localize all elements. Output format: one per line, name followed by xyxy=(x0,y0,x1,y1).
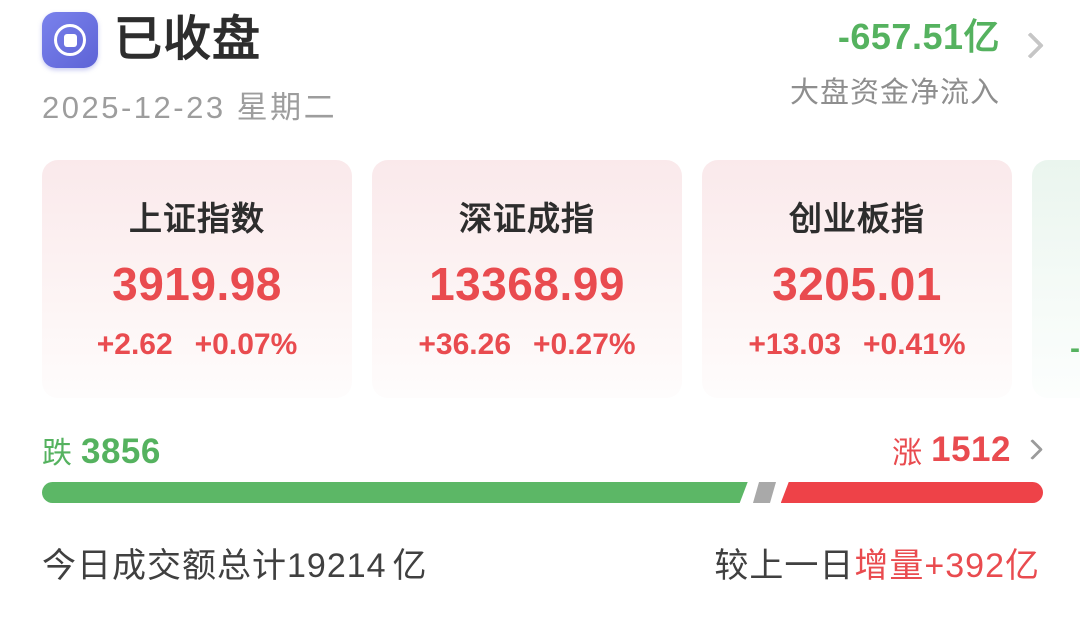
index-change: +2.62 xyxy=(96,328,173,361)
index-change: +13.03 xyxy=(748,328,841,361)
breadth-bar-up xyxy=(780,482,1043,503)
index-name: 上证指数 xyxy=(129,200,265,237)
trade-date: 2025-12-23 星期二 xyxy=(42,90,338,125)
index-card-chinext[interactable]: 创业板指 3205.01 +13.03 +0.41% xyxy=(702,160,1012,398)
market-status-coin-icon xyxy=(42,12,98,68)
advancers-label: 涨 xyxy=(892,437,923,470)
turnover-today-value: 19214 xyxy=(287,547,387,585)
decliners-group: 跌 3856 xyxy=(42,428,161,472)
index-change-row: +2.62 +0.07% xyxy=(42,328,352,362)
index-name: 创业板指 xyxy=(789,200,925,237)
index-change-fragment: - xyxy=(1070,332,1080,365)
net-inflow-label: 大盘资金净流入 xyxy=(789,77,1000,109)
coin-ring xyxy=(54,24,86,56)
chevron-right-icon[interactable] xyxy=(1021,438,1044,460)
breadth-bar-down xyxy=(42,482,748,503)
turnover-today-prefix: 今日成交额总计 xyxy=(42,547,287,585)
index-value: 13368.99 xyxy=(429,258,625,310)
index-card-shanghai[interactable]: 上证指数 3919.98 +2.62 +0.07% xyxy=(42,160,352,398)
breadth-bar xyxy=(42,482,1043,503)
index-change: +36.26 xyxy=(418,328,511,361)
index-change-pct: +0.41% xyxy=(863,328,966,361)
net-inflow-value: -657.51亿 xyxy=(837,16,1000,57)
index-change-pct: +0.27% xyxy=(533,328,636,361)
decliners-label: 跌 xyxy=(42,437,72,470)
turnover-compare-prefix: 较上一日 xyxy=(714,547,855,585)
header: 已收盘 xyxy=(42,12,261,68)
index-card-partial[interactable]: - xyxy=(1032,160,1080,398)
index-value: 3919.98 xyxy=(112,258,282,310)
market-status-title: 已收盘 xyxy=(114,13,262,66)
index-change-pct: +0.07% xyxy=(194,328,298,361)
turnover-today-unit: 亿 xyxy=(392,547,428,585)
net-inflow-link[interactable]: -657.51亿 大盘资金净流入 xyxy=(790,8,1000,111)
index-card-shenzhen[interactable]: 深证成指 13368.99 +36.26 +0.27% xyxy=(372,160,682,398)
turnover-compare: 较上一日增量+392亿 xyxy=(714,538,1040,587)
index-cards-row: 上证指数 3919.98 +2.62 +0.07% 深证成指 13368.99 … xyxy=(42,160,1080,398)
turnover-compare-highlight: 增量+392亿 xyxy=(854,547,1040,585)
index-change-row: +13.03 +0.41% xyxy=(702,328,1012,362)
turnover-today: 今日成交额总计19214 亿 xyxy=(42,538,428,587)
advancers-count: 1512 xyxy=(931,430,1011,469)
chevron-right-icon[interactable] xyxy=(1017,32,1044,59)
index-value: 3205.01 xyxy=(772,258,942,310)
breadth-bar-flat xyxy=(752,482,776,503)
decliners-count: 3856 xyxy=(81,432,161,471)
coin-square xyxy=(63,33,77,47)
index-name: 深证成指 xyxy=(459,200,595,237)
index-change-row: +36.26 +0.27% xyxy=(372,328,682,362)
advancers-link[interactable]: 涨 1512 xyxy=(892,428,1044,472)
breadth-header: 跌 3856 涨 1512 xyxy=(42,428,1044,472)
turnover-row: 今日成交额总计19214 亿 较上一日增量+392亿 xyxy=(42,538,1040,587)
